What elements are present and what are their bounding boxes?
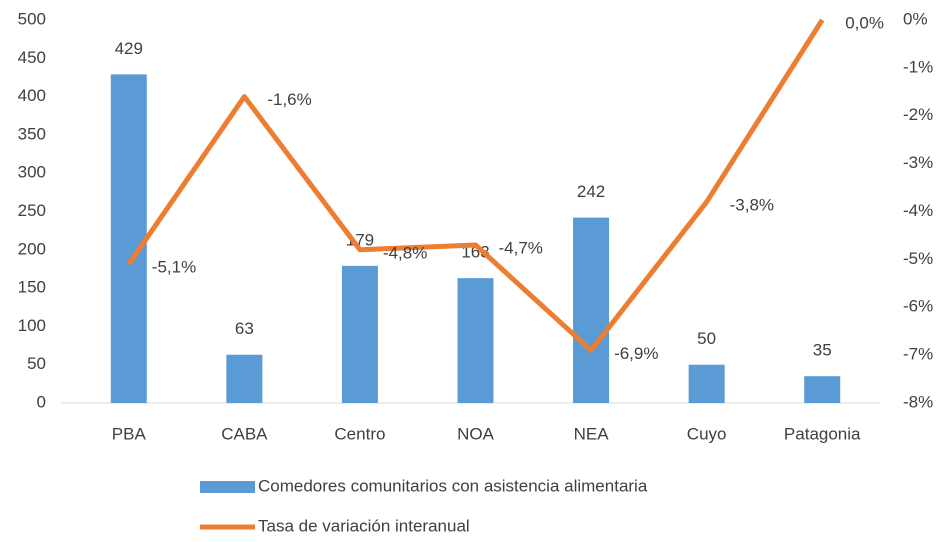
bar: [688, 364, 725, 403]
line-value-label: 0,0%: [845, 13, 884, 32]
bar: [804, 376, 841, 403]
x-tick-label: CABA: [221, 424, 268, 443]
y-tick-label: 500: [18, 9, 46, 28]
y2-tick-label: -6%: [903, 297, 933, 316]
y2-tick-label: 0%: [903, 9, 928, 28]
legend-label: Tasa de variación interanual: [258, 516, 470, 535]
y2-tick-label: -1%: [903, 57, 933, 76]
y2-tick-label: -7%: [903, 345, 933, 364]
y-tick-label: 300: [18, 163, 46, 182]
x-tick-label: NEA: [574, 424, 610, 443]
y2-tick-label: -4%: [903, 201, 933, 220]
y-tick-label: 150: [18, 278, 46, 297]
legend-swatch: [200, 481, 255, 493]
line-value-label: -3,8%: [730, 195, 774, 214]
y2-tick-label: -5%: [903, 249, 933, 268]
y-tick-label: 450: [18, 48, 46, 67]
bar: [573, 217, 610, 403]
y-tick-label: 250: [18, 201, 46, 220]
y2-tick-label: -2%: [903, 105, 933, 124]
x-tick-label: PBA: [112, 424, 147, 443]
y-tick-label: 400: [18, 86, 46, 105]
line-value-label: -4,8%: [383, 243, 427, 262]
bar: [457, 278, 494, 403]
y-tick-label: 0: [37, 392, 46, 411]
line-value-label: -1,6%: [267, 90, 311, 109]
legend-label: Comedores comunitarios con asistencia al…: [258, 476, 648, 495]
line-value-label: -4,7%: [499, 238, 543, 257]
bar-value-label: 63: [235, 319, 254, 338]
x-tick-label: Cuyo: [687, 424, 727, 443]
bar: [110, 74, 147, 404]
y2-tick-label: -3%: [903, 153, 933, 172]
y-tick-label: 50: [27, 354, 46, 373]
line-value-label: -6,9%: [614, 344, 658, 363]
bar-value-label: 429: [115, 39, 143, 58]
bar: [226, 354, 263, 403]
y-tick-label: 100: [18, 316, 46, 335]
bar-value-label: 242: [577, 182, 605, 201]
bar-value-label: 50: [697, 329, 716, 348]
line-value-label: -5,1%: [152, 258, 196, 277]
bar: [341, 265, 378, 403]
x-tick-label: Patagonia: [784, 424, 861, 443]
y2-tick-label: -8%: [903, 392, 933, 411]
y-tick-label: 350: [18, 124, 46, 143]
bar-value-label: 179: [346, 230, 374, 249]
bar-value-label: 35: [813, 341, 832, 360]
x-tick-label: Centro: [334, 424, 385, 443]
x-tick-label: NOA: [457, 424, 495, 443]
line: [126, 18, 825, 353]
y-tick-label: 200: [18, 239, 46, 258]
